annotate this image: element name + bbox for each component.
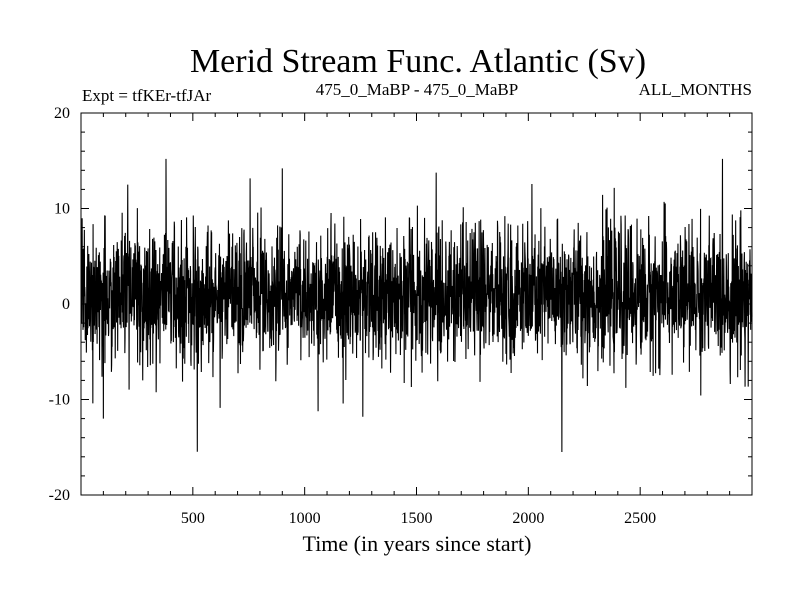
x-tick-label: 2000 [512,510,544,527]
series-layer [80,158,753,453]
series-line [80,158,753,453]
x-tick-label: 500 [181,510,205,527]
axis-layer: -20 -10 0 10 20 500 1000 1500 2000 2500 [49,105,752,527]
y-tick-label: 10 [54,201,70,218]
chart-title: Merid Stream Func. Atlantic (Sv) [190,43,646,80]
y-tick-label: -20 [49,487,70,504]
x-tick-label: 1500 [401,510,433,527]
months-label: ALL_MONTHS [639,80,752,99]
y-tick-label: 0 [62,296,70,313]
x-tick-label: 2500 [624,510,656,527]
plot-frame [80,112,753,496]
y-tick-label: 20 [54,105,70,122]
period-label: 475_0_MaBP - 475_0_MaBP [316,80,518,99]
y-tick-label: -10 [49,392,70,409]
x-tick-label: 1000 [289,510,321,527]
experiment-label: Expt = tfKEr-tfJAr [82,86,211,105]
x-axis-label: Time (in years since start) [303,531,532,556]
